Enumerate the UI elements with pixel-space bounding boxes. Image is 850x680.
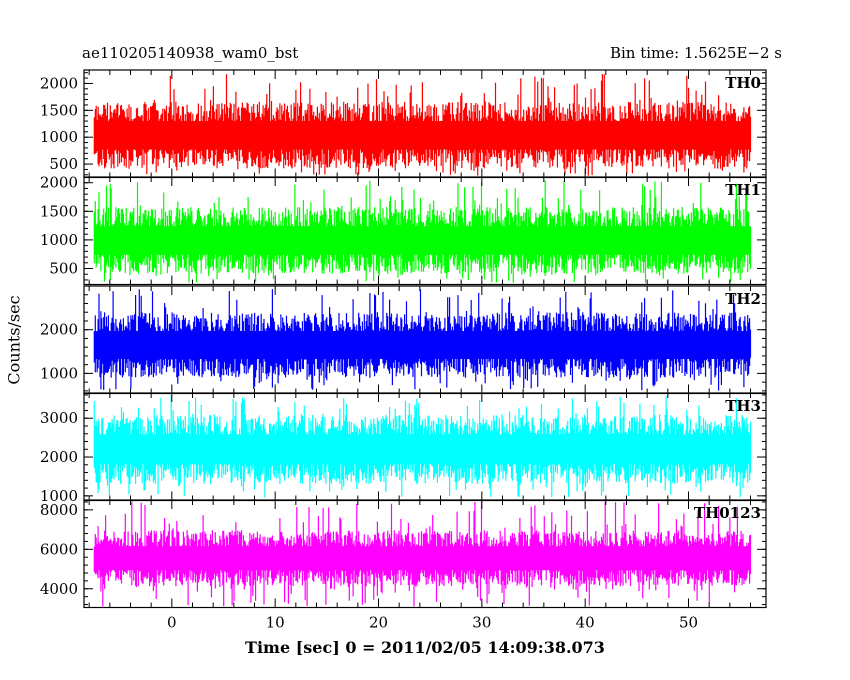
series-core-th3 bbox=[94, 434, 751, 465]
x-tick-label: 0 bbox=[167, 614, 177, 632]
y-tick-label: 2000 bbox=[40, 321, 78, 339]
y-tick-label: 1500 bbox=[40, 202, 78, 220]
panel-frame-th1 bbox=[83, 176, 767, 286]
x-tick-label: 50 bbox=[679, 614, 698, 632]
series-core-th0123 bbox=[94, 546, 751, 571]
x-tick-label: 10 bbox=[266, 614, 285, 632]
series-core-th2 bbox=[94, 331, 751, 359]
y-tick-label: 6000 bbox=[40, 540, 78, 558]
y-tick-label: 3000 bbox=[40, 409, 78, 427]
y-tick-label: 2000 bbox=[40, 74, 78, 92]
observation-id-title: ae110205140938_wam0_bst bbox=[82, 44, 299, 62]
y-tick-label: 8000 bbox=[40, 501, 78, 519]
y-tick-label: 2000 bbox=[40, 448, 78, 466]
series-core-th1 bbox=[94, 226, 751, 255]
panel-label-th1: TH1 bbox=[725, 181, 761, 199]
y-tick-label: 1000 bbox=[40, 364, 78, 382]
y-axis-label: Counts/sec bbox=[4, 295, 24, 385]
x-tick-label: 20 bbox=[369, 614, 388, 632]
y-tick-label: 4000 bbox=[40, 580, 78, 598]
y-tick-label: 500 bbox=[49, 259, 78, 277]
y-tick-label: 1500 bbox=[40, 101, 78, 119]
y-tick-label: 2000 bbox=[40, 174, 78, 192]
x-tick-label: 40 bbox=[576, 614, 595, 632]
panel-label-th3: TH3 bbox=[725, 397, 761, 415]
bin-time-label: Bin time: 1.5625E−2 s bbox=[609, 44, 782, 62]
series-core-th0 bbox=[94, 121, 751, 150]
x-axis-label: Time [sec] 0 = 2011/02/05 14:09:38.073 bbox=[245, 638, 605, 657]
y-tick-label: 1000 bbox=[40, 231, 78, 249]
x-tick-label: 30 bbox=[472, 614, 491, 632]
panel-label-th0123: TH0123 bbox=[694, 504, 761, 522]
panel-frame-th0123 bbox=[83, 499, 767, 609]
y-tick-label: 1000 bbox=[40, 128, 78, 146]
panel-label-th0: TH0 bbox=[725, 74, 761, 92]
y-tick-label: 1000 bbox=[40, 487, 78, 505]
panel-label-th2: TH2 bbox=[725, 290, 761, 308]
y-tick-label: 500 bbox=[49, 155, 78, 173]
